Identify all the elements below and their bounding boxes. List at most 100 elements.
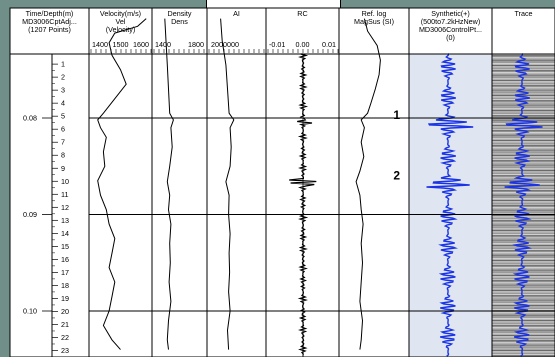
seismic-texture-band <box>492 81 555 83</box>
seismic-texture-band <box>492 273 555 275</box>
seismic-texture-band <box>492 327 555 329</box>
seismic-texture-band <box>492 75 555 77</box>
track-header-den: Density <box>168 9 192 18</box>
seismic-texture-band <box>492 249 555 251</box>
seismic-texture-dark <box>492 240 555 242</box>
depth-label: 9 <box>61 164 65 173</box>
depth-label: 23 <box>61 346 69 355</box>
seismic-texture-band <box>492 192 555 194</box>
seismic-texture-band <box>492 231 555 233</box>
seismic-texture-band <box>492 294 555 296</box>
seismic-texture-band <box>492 144 555 146</box>
seismic-texture-band <box>492 138 555 140</box>
seismic-texture-band <box>492 147 555 149</box>
seismic-texture-dark <box>492 260 555 262</box>
seismic-texture-band <box>492 300 555 302</box>
seismic-texture-band <box>492 297 555 299</box>
seismic-texture-dark <box>492 220 555 222</box>
depth-label: 5 <box>61 112 65 121</box>
seismic-texture-band <box>492 162 555 164</box>
depth-label: 13 <box>61 216 69 225</box>
seismic-texture-dark <box>492 245 555 247</box>
seismic-texture-band <box>492 279 555 281</box>
seismic-texture-band <box>492 126 555 128</box>
seismic-texture-dark <box>492 215 555 217</box>
seismic-texture-band <box>492 336 555 338</box>
seismic-texture-dark <box>492 230 555 232</box>
curve-ai <box>220 18 235 350</box>
seismic-texture-dark <box>492 155 555 157</box>
seismic-texture-band <box>492 201 555 203</box>
seismic-texture-dark <box>492 325 555 327</box>
depth-label: 17 <box>61 268 69 277</box>
seismic-texture-band <box>492 225 555 227</box>
track-header-time: MD3006CptAdj... <box>22 17 77 26</box>
seismic-texture-dark <box>492 350 555 352</box>
track-header-trace: Trace <box>514 9 532 18</box>
seismic-texture-band <box>492 276 555 278</box>
track-header-vel: Velocity(m/s) <box>100 9 141 18</box>
track-header-syn: Synthetic(+) <box>431 9 470 18</box>
scale-label-den: 1400 <box>155 40 171 49</box>
seismic-texture-dark <box>492 255 555 257</box>
seismic-texture-dark <box>492 100 555 102</box>
seismic-texture-dark <box>492 140 555 142</box>
track-header-mag: Ref. log <box>362 9 387 18</box>
seismic-texture-band <box>492 339 555 341</box>
track-header-den: Dens <box>171 17 188 26</box>
seismic-texture-band <box>492 351 555 353</box>
seismic-texture-band <box>492 291 555 293</box>
seismic-texture-dark <box>492 235 555 237</box>
track-header-rc: RC <box>297 9 307 18</box>
seismic-texture-band <box>492 354 555 356</box>
seismic-texture-band <box>492 252 555 254</box>
seismic-texture-band <box>492 213 555 215</box>
depth-label: 18 <box>61 281 69 290</box>
depth-label: 19 <box>61 294 69 303</box>
seismic-texture-band <box>492 264 555 266</box>
depth-label: 2 <box>61 73 65 82</box>
seismic-texture-band <box>492 255 555 257</box>
seismic-texture-dark <box>492 265 555 267</box>
depth-label: 3 <box>61 86 65 95</box>
seismic-texture-band <box>492 66 555 68</box>
time-label: 0.10 <box>23 307 37 316</box>
seismic-texture-band <box>492 111 555 113</box>
seismic-texture-band <box>492 114 555 116</box>
seismic-texture-dark <box>492 355 555 357</box>
depth-label: 21 <box>61 320 69 329</box>
seismic-texture-dark <box>492 290 555 292</box>
seismic-texture-band <box>492 171 555 173</box>
seismic-texture-dark <box>492 200 555 202</box>
seismic-texture-band <box>492 108 555 110</box>
seismic-texture-band <box>492 216 555 218</box>
depth-label: 7 <box>61 138 65 147</box>
marker-label: 2 <box>393 169 400 183</box>
depth-label: 6 <box>61 125 65 134</box>
seismic-texture-band <box>492 84 555 86</box>
depth-label: 14 <box>61 229 69 238</box>
seismic-texture-dark <box>492 75 555 77</box>
curve-den <box>164 18 174 350</box>
seismic-texture-band <box>492 102 555 104</box>
seismic-texture-dark <box>492 170 555 172</box>
seismic-texture-dark <box>492 115 555 117</box>
depth-label: 10 <box>61 177 69 186</box>
track-header-mag: MagSus (SI) <box>354 17 394 26</box>
seismic-texture-band <box>492 348 555 350</box>
scale-label-ai: 2000000 <box>211 40 239 49</box>
seismic-texture-band <box>492 189 555 191</box>
scale-label-rc: -0.01 <box>269 40 285 49</box>
curve-vel <box>97 18 147 350</box>
seismic-texture-dark <box>492 80 555 82</box>
time-label: 0.08 <box>23 114 37 123</box>
marker-label: 1 <box>393 108 400 122</box>
seismic-texture-band <box>492 90 555 92</box>
seismic-texture-dark <box>492 250 555 252</box>
seismic-texture-band <box>492 342 555 344</box>
seismic-texture-dark <box>492 205 555 207</box>
seismic-texture-band <box>492 261 555 263</box>
seismic-texture-band <box>492 54 555 56</box>
scale-label-rc: 0.00 <box>296 40 310 49</box>
